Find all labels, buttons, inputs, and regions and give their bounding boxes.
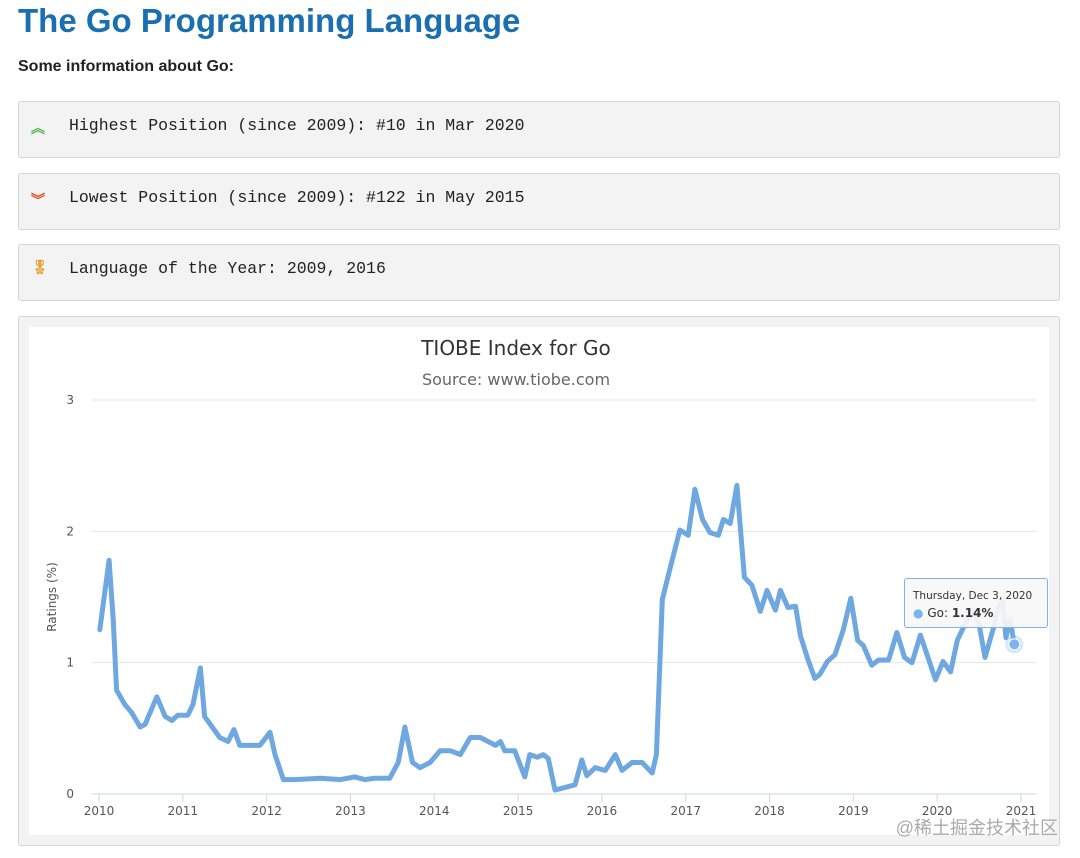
info-text: Highest Position (since 2009): #10 in Ma…: [69, 116, 525, 135]
tooltip-date: Thursday, Dec 3, 2020: [913, 590, 1033, 602]
info-lowest-position: ︾ Lowest Position (since 2009): #122 in …: [18, 173, 1060, 230]
x-tick-label: 2018: [754, 804, 785, 818]
x-tick-label: 2010: [84, 804, 115, 818]
series-line-go: [97, 482, 1017, 793]
page-subtitle: Some information about Go:: [18, 58, 234, 75]
x-tick-label: 2017: [670, 804, 701, 818]
info-text: Lowest Position (since 2009): #122 in Ma…: [69, 188, 525, 207]
x-tick-label: 2013: [335, 804, 366, 818]
tooltip-series: Go:: [927, 606, 948, 620]
x-tick-label: 2021: [1006, 804, 1037, 818]
y-tick-label: 3: [66, 393, 74, 407]
y-tick-label: 2: [66, 524, 74, 538]
chart-subtitle: Source: www.tiobe.com: [422, 370, 610, 389]
info-text: Language of the Year: 2009, 2016: [69, 259, 386, 278]
double-chevron-down-icon: ︾: [31, 192, 45, 208]
x-tick-label: 2011: [168, 804, 199, 818]
page-title: The Go Programming Language: [18, 2, 521, 39]
info-language-of-year: 🎖 Language of the Year: 2009, 2016: [18, 244, 1060, 301]
x-tick-label: 2014: [419, 804, 450, 818]
x-tick-label: 2012: [251, 804, 282, 818]
chart-title: TIOBE Index for Go: [420, 336, 611, 360]
tooltip: Thursday, Dec 3, 2020 ● Go: 1.14%: [904, 578, 1048, 628]
double-chevron-up-icon: ︽: [31, 120, 45, 136]
series-dot-icon: ●: [913, 606, 924, 620]
y-tick-label: 0: [66, 787, 74, 801]
info-highest-position: ︽ Highest Position (since 2009): #10 in …: [18, 101, 1060, 158]
data-point-marker: [1008, 638, 1021, 651]
tooltip-value: 1.14%: [951, 606, 994, 620]
y-axis-label: Ratings (%): [45, 562, 59, 632]
x-tick-label: 2016: [587, 804, 618, 818]
medal-icon: 🎖: [31, 259, 49, 275]
x-tick-label: 2015: [503, 804, 534, 818]
x-tick-label: 2020: [922, 804, 953, 818]
x-tick-label: 2019: [838, 804, 869, 818]
y-tick-label: 1: [66, 656, 74, 670]
watermark: @稀土掘金技术社区: [895, 818, 1058, 838]
